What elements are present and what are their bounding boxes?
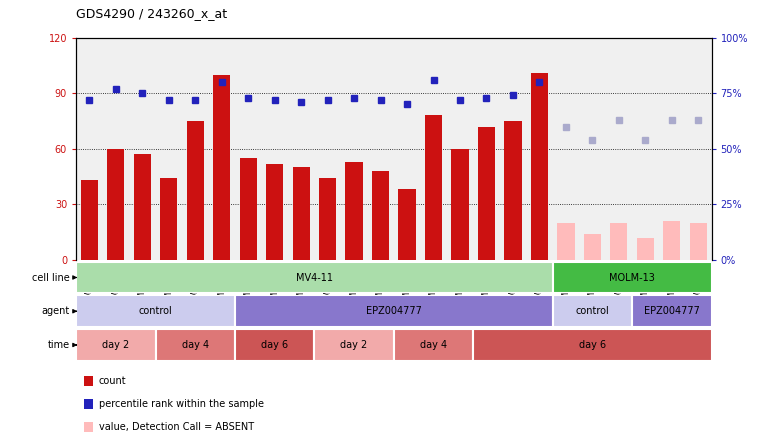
Bar: [473, 329, 712, 361]
Bar: [160, 178, 177, 260]
Text: day 6: day 6: [579, 340, 606, 350]
Bar: [266, 163, 283, 260]
Bar: [394, 329, 473, 361]
Bar: [76, 262, 552, 293]
Bar: [76, 295, 235, 327]
Text: MV4-11: MV4-11: [296, 273, 333, 282]
Text: EPZ004777: EPZ004777: [366, 306, 422, 316]
Text: day 4: day 4: [420, 340, 447, 350]
Bar: [632, 295, 712, 327]
Bar: [186, 121, 204, 260]
Bar: [134, 155, 151, 260]
Bar: [81, 180, 98, 260]
Text: control: control: [575, 306, 610, 316]
Bar: [399, 190, 416, 260]
Bar: [552, 295, 632, 327]
Bar: [235, 329, 314, 361]
Bar: [557, 223, 575, 260]
Bar: [240, 158, 256, 260]
Bar: [235, 295, 552, 327]
Bar: [319, 178, 336, 260]
Text: day 2: day 2: [102, 340, 129, 350]
Bar: [637, 238, 654, 260]
Bar: [345, 162, 363, 260]
Text: cell line: cell line: [32, 273, 70, 282]
Bar: [584, 234, 601, 260]
Bar: [372, 171, 389, 260]
Bar: [552, 262, 712, 293]
Text: time: time: [48, 340, 70, 350]
Bar: [505, 121, 521, 260]
Bar: [478, 127, 495, 260]
Text: MOLM-13: MOLM-13: [609, 273, 655, 282]
Bar: [107, 149, 124, 260]
Text: control: control: [139, 306, 173, 316]
Text: day 2: day 2: [340, 340, 368, 350]
Bar: [213, 75, 231, 260]
Text: percentile rank within the sample: percentile rank within the sample: [99, 399, 264, 409]
Text: value, Detection Call = ABSENT: value, Detection Call = ABSENT: [99, 422, 254, 432]
Text: GDS4290 / 243260_x_at: GDS4290 / 243260_x_at: [76, 7, 228, 20]
Text: day 6: day 6: [261, 340, 288, 350]
Text: count: count: [99, 376, 126, 386]
Bar: [689, 223, 707, 260]
Text: day 4: day 4: [182, 340, 209, 350]
Bar: [425, 115, 442, 260]
Text: EPZ004777: EPZ004777: [644, 306, 700, 316]
Text: agent: agent: [42, 306, 70, 316]
Bar: [664, 221, 680, 260]
Bar: [451, 149, 469, 260]
Bar: [314, 329, 394, 361]
Bar: [531, 73, 548, 260]
Bar: [76, 329, 155, 361]
Bar: [292, 167, 310, 260]
Bar: [155, 329, 235, 361]
Bar: [610, 223, 628, 260]
